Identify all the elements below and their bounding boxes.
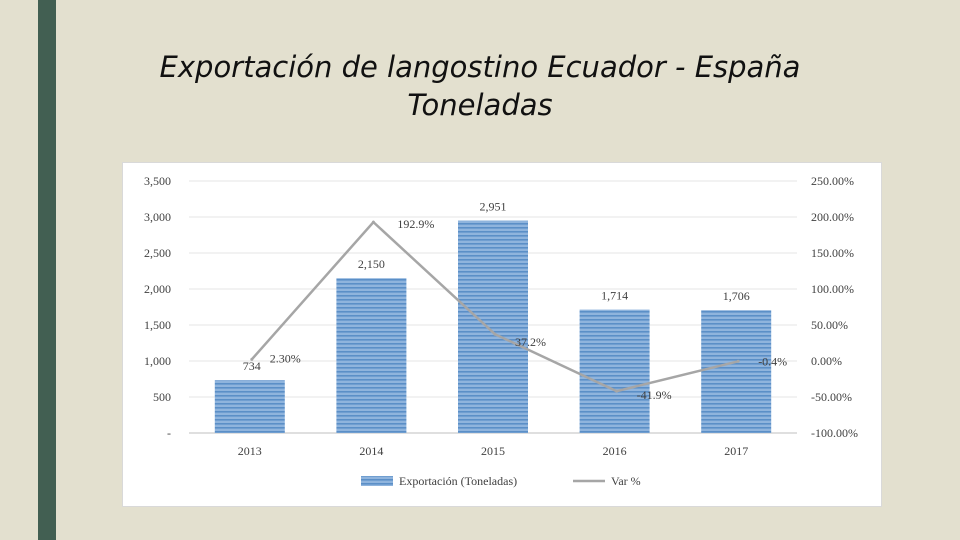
bar-data-label: 734 [243,359,261,373]
y-right-tick-label: 150.00% [811,246,854,260]
line-data-label: 2.30% [270,351,301,365]
chart-panel: - -100.00% 500 -50.00% 1,000 0.00% 1,500 50.00%… [122,162,882,507]
x-tick-label: 2013 [238,444,262,458]
y-right-tick-label: 50.00% [811,318,848,332]
legend-label: Exportación (Toneladas) [399,474,517,488]
y-left-tick-label: 3,000 [144,210,171,224]
slide-title-line1: Exportación de langostino Ecuador - Espa… [159,50,801,84]
y-right-tick-label: 100.00% [811,282,854,296]
y-right-tick-label: 250.00% [811,174,854,188]
slide-title: Exportación de langostino Ecuador - Espa… [60,48,900,124]
y-right-tick-label: 0.00% [811,354,842,368]
var-point-2016 [615,389,619,393]
var-point-2013 [250,357,254,361]
y-left-tick-label: 2,000 [144,282,171,296]
x-tick-label: 2015 [481,444,505,458]
bar-2016 [579,309,650,433]
y-left-tick-label: 2,500 [144,246,171,260]
bar-data-label: 1,706 [723,289,750,303]
y-left-tick-label: 500 [153,390,171,404]
slide-title-line2: Toneladas [407,88,553,122]
x-tick-label: 2017 [724,444,748,458]
y-right-tick-label: -50.00% [811,390,852,404]
y-left-tick-label: 1,000 [144,354,171,368]
line-data-label: -41.9% [637,388,672,402]
y-right-tick-label: 200.00% [811,210,854,224]
bar-2013 [214,380,285,433]
x-tick-label: 2016 [603,444,627,458]
y-left-tick-label: 1,500 [144,318,171,332]
x-tick-label: 2014 [359,444,383,458]
bar-2015 [458,220,528,433]
bar-data-label: 1,714 [601,289,628,303]
line-data-label: 192.9% [397,217,434,231]
bar-2014 [336,278,407,433]
bar-data-label: 2,150 [358,257,385,271]
legend-bar-swatch [361,476,393,486]
line-data-label: 37.2% [515,335,546,349]
y-left-tick-label: 3,500 [144,174,171,188]
var-point-2017 [736,359,740,363]
var-point-2015 [493,332,497,336]
side-accent-bar [38,0,56,540]
legend-label: Var % [611,474,641,488]
y-left-tick-label: - [167,426,171,440]
y-right-tick-label: -100.00% [811,426,858,440]
var-point-2014 [371,220,375,224]
bar-2017 [701,310,772,433]
bar-data-label: 2,951 [480,200,507,214]
combo-chart: - -100.00% 500 -50.00% 1,000 0.00% 1,500 50.00%… [144,174,858,488]
line-data-label: -0.4% [758,354,787,368]
